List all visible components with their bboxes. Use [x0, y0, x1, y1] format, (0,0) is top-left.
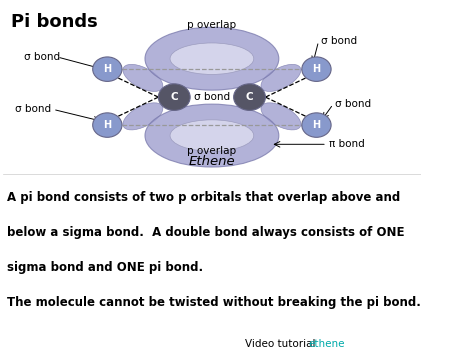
Text: ethene: ethene [308, 339, 345, 349]
Circle shape [93, 113, 122, 137]
Ellipse shape [145, 104, 279, 167]
Text: σ bond: σ bond [320, 36, 357, 46]
Text: H: H [103, 120, 111, 130]
Text: Video tutorial: Video tutorial [246, 339, 319, 349]
Ellipse shape [261, 103, 301, 130]
Text: σ bond: σ bond [194, 92, 230, 102]
Text: C: C [171, 92, 178, 102]
Circle shape [302, 57, 331, 81]
Ellipse shape [261, 64, 301, 92]
Text: p overlap: p overlap [187, 21, 237, 31]
Text: H: H [103, 64, 111, 74]
Text: The molecule cannot be twisted without breaking the pi bond.: The molecule cannot be twisted without b… [7, 296, 421, 309]
Circle shape [93, 57, 122, 81]
Circle shape [158, 84, 190, 110]
Text: σ bond: σ bond [335, 99, 372, 109]
Text: H: H [312, 120, 320, 130]
Text: H: H [312, 64, 320, 74]
Circle shape [302, 113, 331, 137]
Text: Ethene: Ethene [189, 155, 235, 168]
Text: below a sigma bond.  A double bond always consists of ONE: below a sigma bond. A double bond always… [7, 226, 404, 239]
Ellipse shape [170, 43, 254, 75]
Ellipse shape [145, 27, 279, 90]
Ellipse shape [170, 120, 254, 151]
Text: C: C [246, 92, 254, 102]
Ellipse shape [123, 64, 163, 92]
Text: Pi bonds: Pi bonds [11, 13, 98, 31]
Text: π bond: π bond [329, 139, 365, 149]
Text: σ bond: σ bond [24, 52, 60, 62]
Ellipse shape [123, 103, 163, 130]
Text: sigma bond and ONE pi bond.: sigma bond and ONE pi bond. [7, 261, 203, 274]
Text: σ bond: σ bond [15, 104, 52, 114]
Text: A pi bond consists of two p orbitals that overlap above and: A pi bond consists of two p orbitals tha… [7, 191, 400, 204]
Text: p overlap: p overlap [187, 146, 237, 156]
Circle shape [234, 84, 265, 110]
